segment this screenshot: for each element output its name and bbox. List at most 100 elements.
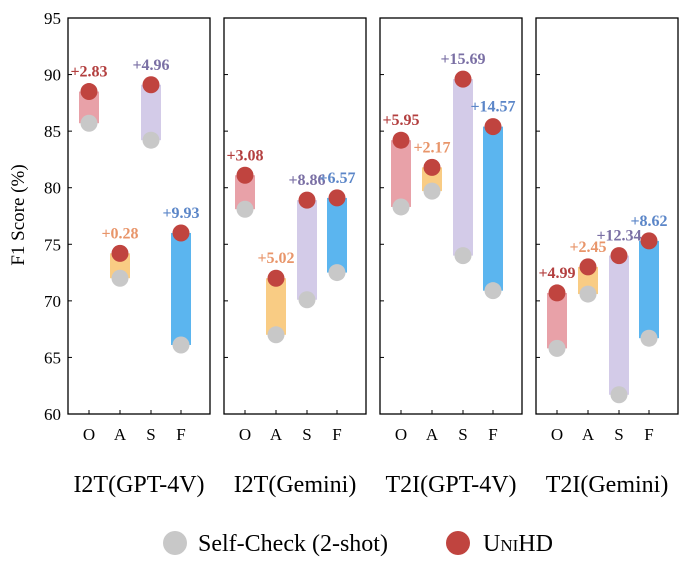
panel-title: T2I(Gemini)	[546, 472, 669, 498]
delta-label: +3.08	[226, 147, 263, 164]
panel-frame	[535, 17, 679, 415]
y-tick-label: 90	[44, 66, 61, 85]
y-tick-label: 75	[44, 235, 61, 254]
y-tick-label: 95	[44, 9, 61, 28]
panel-2: +3.08 O +5.02 A +8.86 S +6.57 F	[223, 17, 367, 444]
delta-label: +5.95	[382, 112, 419, 129]
delta-label: +9.93	[162, 205, 199, 222]
delta-label: +2.83	[70, 64, 107, 81]
range-bar-o	[79, 91, 99, 124]
panel-titles: I2T(GPT-4V) I2T(Gemini) T2I(GPT-4V) T2I(Gem…	[73, 472, 668, 498]
range-bar-f	[327, 197, 347, 273]
x-tick-label: A	[426, 425, 439, 444]
delta-label: +4.96	[132, 57, 169, 74]
range-bar-o	[391, 140, 411, 207]
x-tick-label: O	[395, 425, 407, 444]
self-check-point	[640, 329, 658, 347]
self-check-point	[80, 114, 98, 132]
self-check-point	[172, 336, 190, 354]
self-check-point	[423, 182, 441, 200]
panel-frame	[379, 17, 523, 415]
self-check-point	[392, 198, 410, 216]
panel-frame	[223, 17, 367, 415]
unihd-point	[610, 247, 628, 265]
x-tick-label: F	[644, 425, 653, 444]
x-tick-label: S	[614, 425, 623, 444]
panel-title: I2T(GPT-4V)	[73, 472, 204, 498]
unihd-point	[579, 258, 597, 276]
x-tick-label: O	[551, 425, 563, 444]
unihd-point	[640, 232, 658, 250]
self-check-point	[484, 282, 502, 300]
unihd-point	[392, 131, 410, 149]
delta-label: +14.57	[470, 99, 515, 116]
y-axis-label: F1 Score (%)	[8, 164, 29, 265]
x-tick-label: A	[582, 425, 595, 444]
range-bar-f	[639, 240, 659, 339]
y-axis: F1 Score (%) 60 65 70 75 80 85 90 95	[8, 9, 61, 424]
self-check-point	[142, 131, 160, 149]
legend-swatch-self-check	[163, 531, 187, 555]
delta-label: +8.86	[288, 172, 325, 189]
unihd-point	[236, 166, 254, 184]
delta-label: +12.34	[596, 228, 641, 245]
unihd-point	[142, 76, 160, 94]
self-check-point	[328, 264, 346, 282]
legend-swatch-unihd	[446, 531, 470, 555]
legend-label-self-check: Self-Check (2-shot)	[198, 531, 388, 557]
legend-label-unihd: UniHD	[483, 531, 553, 557]
x-tick-label: O	[239, 425, 251, 444]
panel-3: +5.95 O +2.17 A +15.69 S +14.57 F	[379, 17, 523, 444]
self-check-point	[111, 269, 129, 287]
y-tick-label: 80	[44, 179, 61, 198]
legend: Self-Check (2-shot) UniHD	[163, 531, 553, 557]
panel-title: I2T(Gemini)	[234, 472, 357, 498]
y-tick-label: 60	[44, 405, 61, 424]
x-tick-label: F	[488, 425, 497, 444]
range-bar-o	[235, 175, 255, 210]
range-bar-o	[547, 292, 567, 349]
delta-label: +6.57	[318, 170, 355, 187]
unihd-point	[111, 244, 129, 262]
self-check-point	[267, 326, 285, 344]
x-tick-label: S	[458, 425, 467, 444]
x-tick-label: S	[302, 425, 311, 444]
panel-title: T2I(GPT-4V)	[385, 472, 516, 498]
unihd-point	[328, 189, 346, 207]
delta-label: +8.62	[630, 213, 667, 230]
delta-label: +2.45	[569, 239, 606, 256]
panel-frame	[67, 17, 211, 415]
unihd-point	[298, 191, 316, 209]
delta-label: +0.28	[101, 225, 138, 242]
x-tick-label: A	[270, 425, 283, 444]
range-bar-f	[483, 126, 503, 291]
unihd-point	[423, 158, 441, 176]
x-tick-label: A	[114, 425, 127, 444]
range-bar-s	[141, 84, 161, 141]
range-bar-s	[453, 79, 473, 256]
self-check-point	[610, 386, 628, 404]
unihd-point	[267, 269, 285, 287]
unihd-point	[172, 224, 190, 242]
self-check-point	[548, 339, 566, 357]
unihd-point	[80, 83, 98, 101]
x-tick-label: F	[176, 425, 185, 444]
unihd-point	[548, 284, 566, 302]
self-check-point	[236, 200, 254, 218]
panel-4: +4.99 O +2.45 A +12.34 S +8.62 F	[535, 17, 679, 444]
x-tick-label: F	[332, 425, 341, 444]
self-check-point	[454, 247, 472, 265]
y-tick-label: 70	[44, 292, 61, 311]
self-check-point	[298, 291, 316, 309]
unihd-point	[484, 118, 502, 136]
self-check-point	[579, 285, 597, 303]
range-bar-f	[171, 232, 191, 345]
x-tick-label: S	[146, 425, 155, 444]
range-bar-s	[609, 255, 629, 395]
range-bar-a	[266, 278, 286, 335]
range-bar-s	[297, 200, 317, 300]
delta-label: +2.17	[413, 139, 450, 156]
unihd-point	[454, 70, 472, 88]
y-tick-label: 65	[44, 348, 61, 367]
delta-label: +15.69	[440, 51, 485, 68]
